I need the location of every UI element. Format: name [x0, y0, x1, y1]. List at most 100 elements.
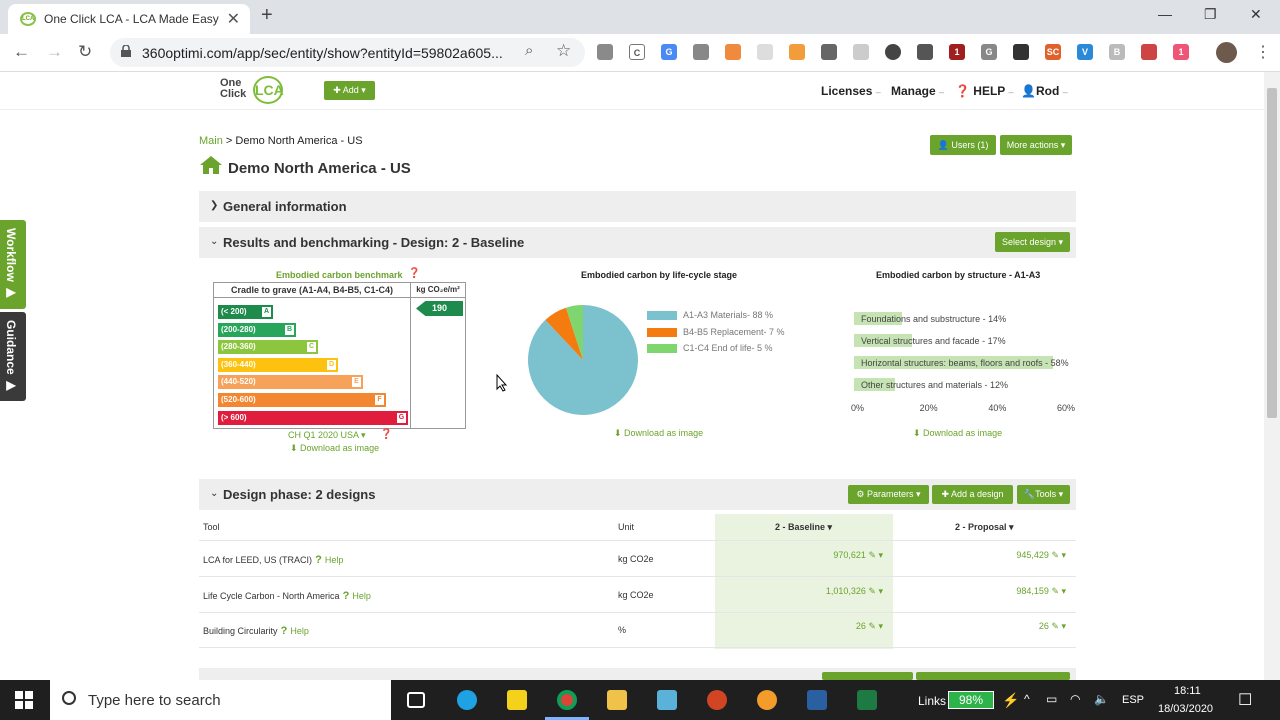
- tools-button[interactable]: 🔧Tools ▾: [1017, 485, 1070, 504]
- new-tab-button[interactable]: +: [261, 4, 273, 26]
- powerpoint-icon[interactable]: [707, 690, 727, 710]
- question-icon[interactable]: ❓: [380, 429, 393, 440]
- baseline-header[interactable]: 2 - Baseline ▾: [775, 522, 833, 532]
- help-link[interactable]: Help: [324, 555, 344, 565]
- more-actions-button[interactable]: More actions ▾: [1000, 135, 1072, 155]
- bookmark-star-icon[interactable]: ☆: [556, 41, 572, 60]
- clock-date[interactable]: 18/03/2020: [1158, 703, 1214, 715]
- workflow-side-tab[interactable]: Workflow ▶: [0, 220, 26, 309]
- battery-icon[interactable]: ▭: [1046, 692, 1058, 706]
- menu-kebab-icon[interactable]: ⋮: [1255, 44, 1271, 61]
- structure-bar[interactable]: [854, 312, 903, 325]
- add-button[interactable]: ✚ Add ▾: [324, 81, 375, 100]
- structure-bar[interactable]: [854, 378, 896, 391]
- help-link[interactable]: Help: [352, 590, 371, 601]
- baseline-value[interactable]: 26 ✎ ▾: [855, 621, 883, 631]
- scrollbar-thumb[interactable]: [1267, 88, 1277, 418]
- notifications-icon[interactable]: ☐: [1238, 692, 1253, 709]
- reload-icon[interactable]: ↻: [78, 42, 93, 61]
- question-icon[interactable]: ?: [277, 625, 291, 637]
- sticky-notes-icon[interactable]: [507, 690, 527, 710]
- structure-bar[interactable]: [854, 356, 1054, 369]
- help-link[interactable]: Help: [290, 626, 309, 636]
- skype-icon[interactable]: [457, 690, 477, 710]
- question-icon[interactable]: ?: [312, 554, 325, 566]
- circle-extension-icon[interactable]: [885, 44, 901, 60]
- forward-icon[interactable]: →: [46, 42, 63, 61]
- proposal-value[interactable]: 984,159 ✎ ▾: [1016, 585, 1066, 596]
- chevron-up-icon[interactable]: ^: [1024, 692, 1030, 706]
- proposal-header[interactable]: 2 - Proposal ▾: [955, 522, 1014, 532]
- revit-icon[interactable]: [807, 690, 827, 710]
- wifi-icon[interactable]: ◠: [1070, 692, 1081, 706]
- user-menu[interactable]: 👤Rod ‒: [1021, 84, 1068, 98]
- taskbar-search-box[interactable]: Type here to search: [50, 680, 391, 720]
- zoom-icon[interactable]: ⌕: [525, 42, 534, 59]
- bar-download-link[interactable]: ⬇ Download as image: [913, 428, 1003, 438]
- proposal-value[interactable]: 26 ✎ ▾: [1038, 621, 1066, 631]
- filter-extension-icon[interactable]: [821, 44, 837, 60]
- structure-bar[interactable]: [854, 334, 913, 347]
- manage-menu[interactable]: Manage ‒: [891, 84, 945, 98]
- chrome-icon[interactable]: [557, 690, 577, 710]
- users-button[interactable]: 👤 Users (1): [930, 135, 996, 155]
- clock-time[interactable]: 18:11: [1174, 685, 1201, 697]
- b-extension-icon[interactable]: B: [1109, 44, 1125, 60]
- language-indicator[interactable]: ESP: [1122, 694, 1145, 706]
- guidance-side-tab[interactable]: Guidance ▶: [0, 312, 26, 401]
- breadcrumb-main-link[interactable]: Main: [199, 135, 223, 147]
- task-view-icon[interactable]: [407, 692, 425, 708]
- chat-extension-icon[interactable]: [853, 44, 869, 60]
- volume-icon[interactable]: 🔈: [1094, 692, 1109, 706]
- benchmark-standard-select[interactable]: CH Q1 2020 USA ▾: [288, 430, 366, 440]
- windows-start-icon[interactable]: [15, 691, 33, 709]
- pdf-extension-icon[interactable]: [1141, 44, 1157, 60]
- translate-extension-icon[interactable]: G: [661, 44, 677, 60]
- battery-indicator[interactable]: 98%: [948, 691, 994, 709]
- add-design-button[interactable]: ✚ Add a design: [932, 485, 1013, 504]
- baseline-value[interactable]: 1,010,326 ✎ ▾: [825, 585, 883, 596]
- c-extension-icon[interactable]: C: [629, 44, 645, 60]
- url-text[interactable]: 360optimi.com/app/sec/entity/show?entity…: [142, 45, 503, 61]
- one-click-lca-logo[interactable]: One Click LCA: [220, 76, 290, 106]
- pie-slice-1[interactable]: [545, 307, 583, 360]
- window-maximize-button[interactable]: ❐: [1204, 6, 1217, 22]
- licenses-menu[interactable]: Licenses ‒: [821, 84, 881, 98]
- pie-download-link[interactable]: ⬇ Download as image: [614, 428, 704, 438]
- omnibox[interactable]: 360optimi.com/app/sec/entity/show?entity…: [110, 38, 585, 67]
- browser-tab[interactable]: LCA One Click LCA - LCA Made Easy ✕: [8, 4, 250, 34]
- profile-avatar[interactable]: [1216, 42, 1237, 63]
- g-extension-icon[interactable]: G: [981, 44, 997, 60]
- drive-extension-icon[interactable]: [597, 44, 613, 60]
- doc-extension-icon[interactable]: [757, 44, 773, 60]
- layers-extension-icon[interactable]: [1013, 44, 1029, 60]
- tab-close-icon[interactable]: ✕: [226, 11, 240, 28]
- window-close-button[interactable]: ✕: [1250, 6, 1262, 22]
- app-icon[interactable]: [657, 690, 677, 710]
- links-toolbar[interactable]: Links: [918, 694, 947, 708]
- arrow-extension-icon[interactable]: [693, 44, 709, 60]
- file-explorer-icon[interactable]: [607, 690, 627, 710]
- benchmark-download-link[interactable]: ⬇ Download as image: [290, 443, 380, 453]
- proposal-value[interactable]: 945,429 ✎ ▾: [1016, 550, 1066, 560]
- question-icon[interactable]: ?: [339, 589, 353, 602]
- v-extension-icon[interactable]: V: [1077, 44, 1093, 60]
- question-icon[interactable]: ❓: [408, 268, 421, 279]
- back-icon[interactable]: ←: [13, 42, 30, 61]
- design-phase-section[interactable]: ⌄ Design phase: 2 designs: [199, 479, 1076, 510]
- partial-button[interactable]: [916, 672, 1070, 680]
- sc-extension-icon[interactable]: SC: [1045, 44, 1061, 60]
- parameters-button[interactable]: ⚙ Parameters ▾: [848, 485, 929, 504]
- excel-icon[interactable]: [857, 690, 877, 710]
- partial-button[interactable]: [822, 672, 913, 680]
- pie-slice-2[interactable]: [566, 305, 583, 360]
- snowflake-app-icon[interactable]: [757, 690, 777, 710]
- results-section[interactable]: ⌄ Results and benchmarking - Design: 2 -…: [199, 227, 1076, 258]
- window-minimize-button[interactable]: —: [1158, 6, 1172, 22]
- help-menu[interactable]: ❓ HELP ‒: [955, 84, 1014, 98]
- select-design-button[interactable]: Select design ▾: [995, 232, 1070, 252]
- shield-extension-icon[interactable]: 1: [949, 44, 965, 60]
- baseline-value[interactable]: 970,621 ✎ ▾: [833, 550, 883, 560]
- general-information-section[interactable]: ❯ General information: [199, 191, 1076, 222]
- pink-extension-icon[interactable]: 1: [1173, 44, 1189, 60]
